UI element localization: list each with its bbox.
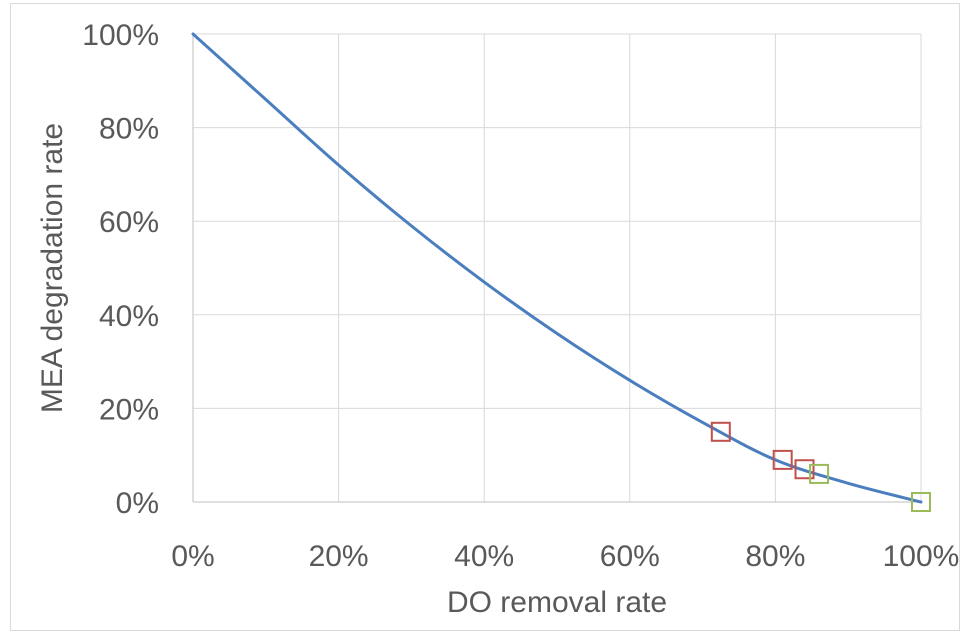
y-tick-label: 60% xyxy=(99,206,159,239)
data-point-marker xyxy=(710,421,731,442)
chart-frame xyxy=(10,3,960,631)
y-tick-label: 80% xyxy=(99,113,159,146)
data-point-marker xyxy=(772,449,793,470)
x-tick-label: 40% xyxy=(454,540,514,573)
y-tick-label: 100% xyxy=(82,19,159,52)
x-tick-label: 0% xyxy=(171,540,214,573)
x-tick-label: 100% xyxy=(883,540,960,573)
series-lines xyxy=(191,32,923,504)
data-point-marker xyxy=(809,463,830,484)
series-markers xyxy=(710,421,931,512)
x-tick-label: 80% xyxy=(745,540,805,573)
y-axis-label: MEA degradation rate xyxy=(36,123,69,413)
gridlines xyxy=(192,33,922,503)
data-point-marker xyxy=(911,492,931,512)
x-axis-label: DO removal rate xyxy=(447,586,667,619)
x-tick-label: 20% xyxy=(309,540,369,573)
x-tick-labels: 0% 20% 40% 60% 80% 100% xyxy=(171,540,959,573)
x-tick-label: 60% xyxy=(600,540,660,573)
y-tick-label: 40% xyxy=(99,300,159,333)
y-tick-label: 20% xyxy=(99,393,159,426)
data-point-marker xyxy=(794,459,815,480)
y-tick-label: 0% xyxy=(116,487,159,520)
y-tick-labels: 0% 20% 40% 60% 80% 100% xyxy=(82,19,159,520)
series-line-0 xyxy=(191,32,923,504)
